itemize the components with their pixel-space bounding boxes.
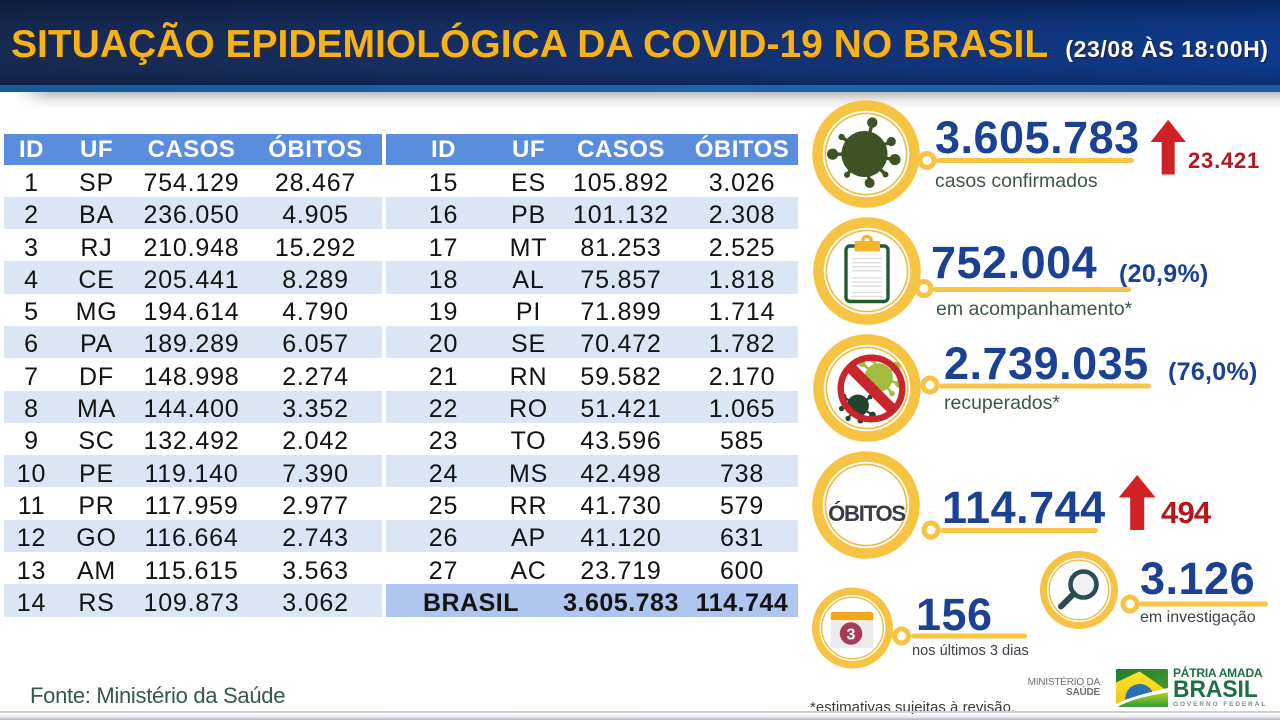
svg-text:3: 3 [847,627,856,644]
